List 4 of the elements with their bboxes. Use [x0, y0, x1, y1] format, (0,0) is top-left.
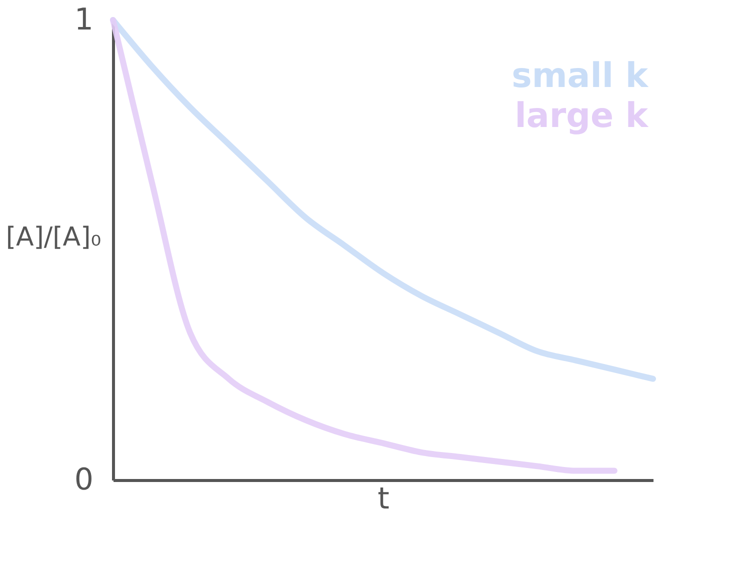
y-tick-label: 1 — [74, 2, 94, 38]
y-tick-label: 0 — [74, 462, 94, 498]
y-axis-title: [A]/[A]₀ — [6, 222, 102, 252]
x-axis-title: t — [378, 482, 390, 516]
